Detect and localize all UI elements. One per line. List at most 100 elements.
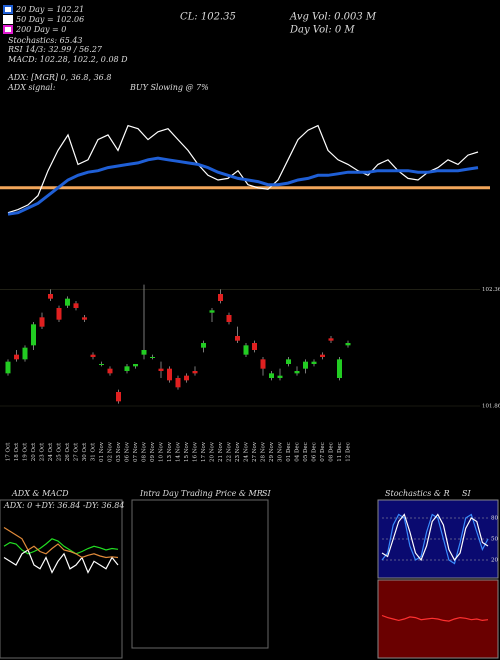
candle-body (345, 343, 351, 346)
x-tick-label: 01 Nov (99, 441, 105, 462)
candle-body (133, 364, 138, 367)
candle-body (218, 294, 223, 301)
candle-body (90, 354, 96, 357)
series-line (3, 549, 119, 574)
candle-body (150, 357, 155, 358)
panel-annotation: ADX: 0 +DY: 36.84 -DY: 36.84 (3, 501, 124, 510)
x-tick-label: 14 Nov (176, 441, 182, 462)
candle-body (192, 371, 198, 374)
x-tick-label: 08 Nov (142, 441, 148, 462)
candle-body (158, 368, 164, 371)
candle-body (99, 364, 104, 365)
x-tick-label: 22 Nov (227, 441, 233, 462)
x-tick-label: 31 Oct (91, 442, 97, 461)
candle-body (328, 338, 334, 341)
x-tick-label: 30 Oct (82, 442, 88, 461)
series-line (381, 513, 489, 562)
header-annotation: ADX signal: (7, 83, 56, 92)
x-tick-label: 23 Oct (40, 442, 46, 461)
header-annotation: 50 Day = 102.06 (16, 15, 84, 24)
x-tick-label: 07 Nov (133, 441, 139, 462)
y-tick-label: 20 (491, 558, 498, 564)
legend-swatch (3, 15, 13, 24)
x-tick-label: 06 Dec (312, 442, 318, 462)
x-tick-label: 17 Oct (6, 442, 12, 461)
candle-body (65, 298, 70, 306)
panel-subtitle: SI (462, 489, 471, 498)
candle-body (167, 368, 172, 381)
candle-body (243, 345, 249, 355)
x-tick-label: 28 Nov (261, 441, 267, 462)
x-tick-label: 24 Nov (244, 441, 250, 462)
x-tick-label: 17 Nov (201, 441, 207, 462)
header-stat: Day Vol: 0 M (289, 25, 355, 36)
x-tick-label: 20 Nov (210, 441, 216, 462)
candle-body (201, 343, 206, 348)
header-annotation: RSI 14/3: 32.99 / 56.27 (7, 45, 103, 54)
x-tick-label: 29 Nov (269, 441, 275, 462)
intraday-panel (131, 499, 269, 649)
panel-subtitle: SI (262, 489, 271, 498)
x-tick-label: 27 Nov (252, 441, 258, 462)
x-tick-label: 30 Nov (278, 441, 284, 462)
header-annotation: Stochastics: 65.43 (8, 36, 83, 45)
candle-body (5, 361, 11, 374)
candle-body (48, 294, 53, 299)
x-tick-label: 12 Dec (346, 442, 352, 462)
y-tick-label: 50 (491, 537, 498, 543)
x-tick-label: 18 Oct (14, 442, 20, 461)
candle-body (14, 354, 19, 360)
header-annotation: BUY Slowing @ 7% (129, 83, 209, 92)
candle-body (235, 336, 240, 341)
candle-body (269, 373, 274, 378)
x-tick-label: 25 Oct (57, 442, 63, 461)
x-tick-label: 09 Nov (150, 441, 156, 462)
x-tick-label: 05 Dec (303, 442, 309, 462)
candle-body (286, 359, 291, 364)
x-tick-label: 19 Oct (23, 442, 29, 461)
x-tick-label: 27 Oct (74, 442, 80, 461)
legend-swatch (3, 25, 13, 34)
header-annotation: 20 Day = 102.21 (15, 5, 84, 14)
candle-body (31, 324, 36, 346)
candle-body (82, 317, 87, 320)
x-tick-label: 20 Oct (31, 442, 37, 461)
candle-body (56, 308, 62, 320)
y-tick-label: 80 (491, 516, 498, 522)
candle-body (277, 375, 283, 378)
series-line (3, 526, 119, 559)
x-tick-label: 24 Oct (48, 442, 54, 461)
x-tick-label: 07 Dec (320, 442, 326, 462)
candle-body (124, 366, 130, 371)
series-line (381, 614, 489, 622)
candle-body (22, 347, 28, 360)
x-tick-label: 10 Nov (159, 441, 165, 462)
x-tick-label: 11 Dec (337, 442, 343, 462)
candle-body (73, 303, 79, 308)
candle-body (226, 315, 232, 322)
x-tick-label: 08 Dec (329, 442, 335, 462)
candle-body (337, 359, 342, 378)
y-tick-label: 102.36 (482, 287, 500, 293)
header-stat: CL: 102.35 (180, 12, 236, 23)
candle-body (209, 310, 215, 313)
candle-body (320, 354, 325, 357)
x-tick-label: 02 Nov (108, 441, 114, 462)
header-annotation: MACD: 102.28, 102.2, 0.08 D (7, 55, 128, 64)
x-tick-label: 13 Nov (167, 441, 173, 462)
x-tick-label: 16 Nov (193, 441, 199, 462)
x-tick-label: 06 Nov (125, 441, 131, 462)
candle-body (175, 378, 181, 388)
x-tick-label: 21 Nov (218, 441, 224, 462)
header-annotation: 200 Day = 0 (15, 25, 66, 34)
series-line (381, 513, 489, 565)
candle-body (107, 368, 113, 374)
x-tick-label: 23 Nov (235, 441, 241, 462)
x-tick-label: 04 Dec (295, 442, 301, 462)
candle-body (311, 361, 317, 364)
candle-body (141, 350, 147, 355)
x-tick-label: 15 Nov (184, 441, 190, 462)
candle-body (294, 371, 300, 374)
candle-body (303, 361, 308, 369)
